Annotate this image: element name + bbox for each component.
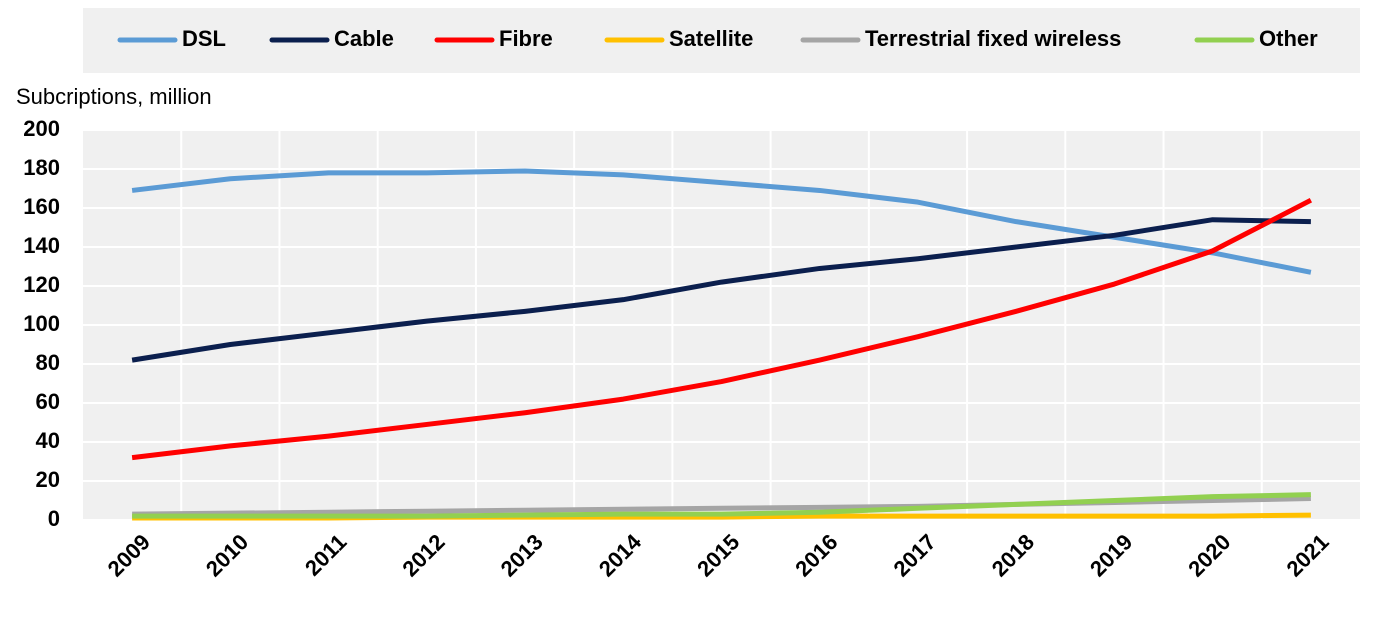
x-tick-label: 2016 xyxy=(790,529,842,581)
y-tick-label: 200 xyxy=(23,116,60,141)
legend-label: DSL xyxy=(182,26,226,51)
y-tick-label: 80 xyxy=(36,350,60,375)
x-tick-label: 2021 xyxy=(1281,529,1333,581)
x-tick-label: 2015 xyxy=(692,529,744,581)
x-tick-label: 2012 xyxy=(397,529,449,581)
x-tick-label: 2017 xyxy=(889,529,941,581)
y-tick-label: 100 xyxy=(23,311,60,336)
series-line xyxy=(131,217,1311,363)
x-tick-label: 2020 xyxy=(1183,529,1235,581)
series-line xyxy=(132,492,1311,519)
x-tick-label: 2013 xyxy=(496,529,548,581)
legend-label: Fibre xyxy=(499,26,553,51)
x-tick-label: 2009 xyxy=(103,529,155,581)
legend-label: Satellite xyxy=(669,26,753,51)
y-tick-label: 40 xyxy=(36,428,60,453)
legend-label: Terrestrial fixed wireless xyxy=(865,26,1121,51)
x-tick-label: 2019 xyxy=(1085,529,1137,581)
x-tick-label: 2014 xyxy=(594,529,647,582)
y-axis-label: Subcriptions, million xyxy=(16,84,212,109)
y-tick-label: 160 xyxy=(23,194,60,219)
x-tick-label: 2018 xyxy=(987,529,1039,581)
y-tick-label: 120 xyxy=(23,272,60,297)
x-tick-label: 2011 xyxy=(300,529,351,580)
series-line xyxy=(131,197,1313,461)
x-tick-label: 2010 xyxy=(201,529,253,581)
y-tick-label: 0 xyxy=(48,506,60,531)
y-tick-label: 60 xyxy=(36,389,60,414)
y-tick-label: 140 xyxy=(23,233,60,258)
legend-label: Other xyxy=(1259,26,1318,51)
y-tick-label: 20 xyxy=(36,467,60,492)
legend-label: Cable xyxy=(334,26,394,51)
y-tick-label: 180 xyxy=(23,155,60,180)
